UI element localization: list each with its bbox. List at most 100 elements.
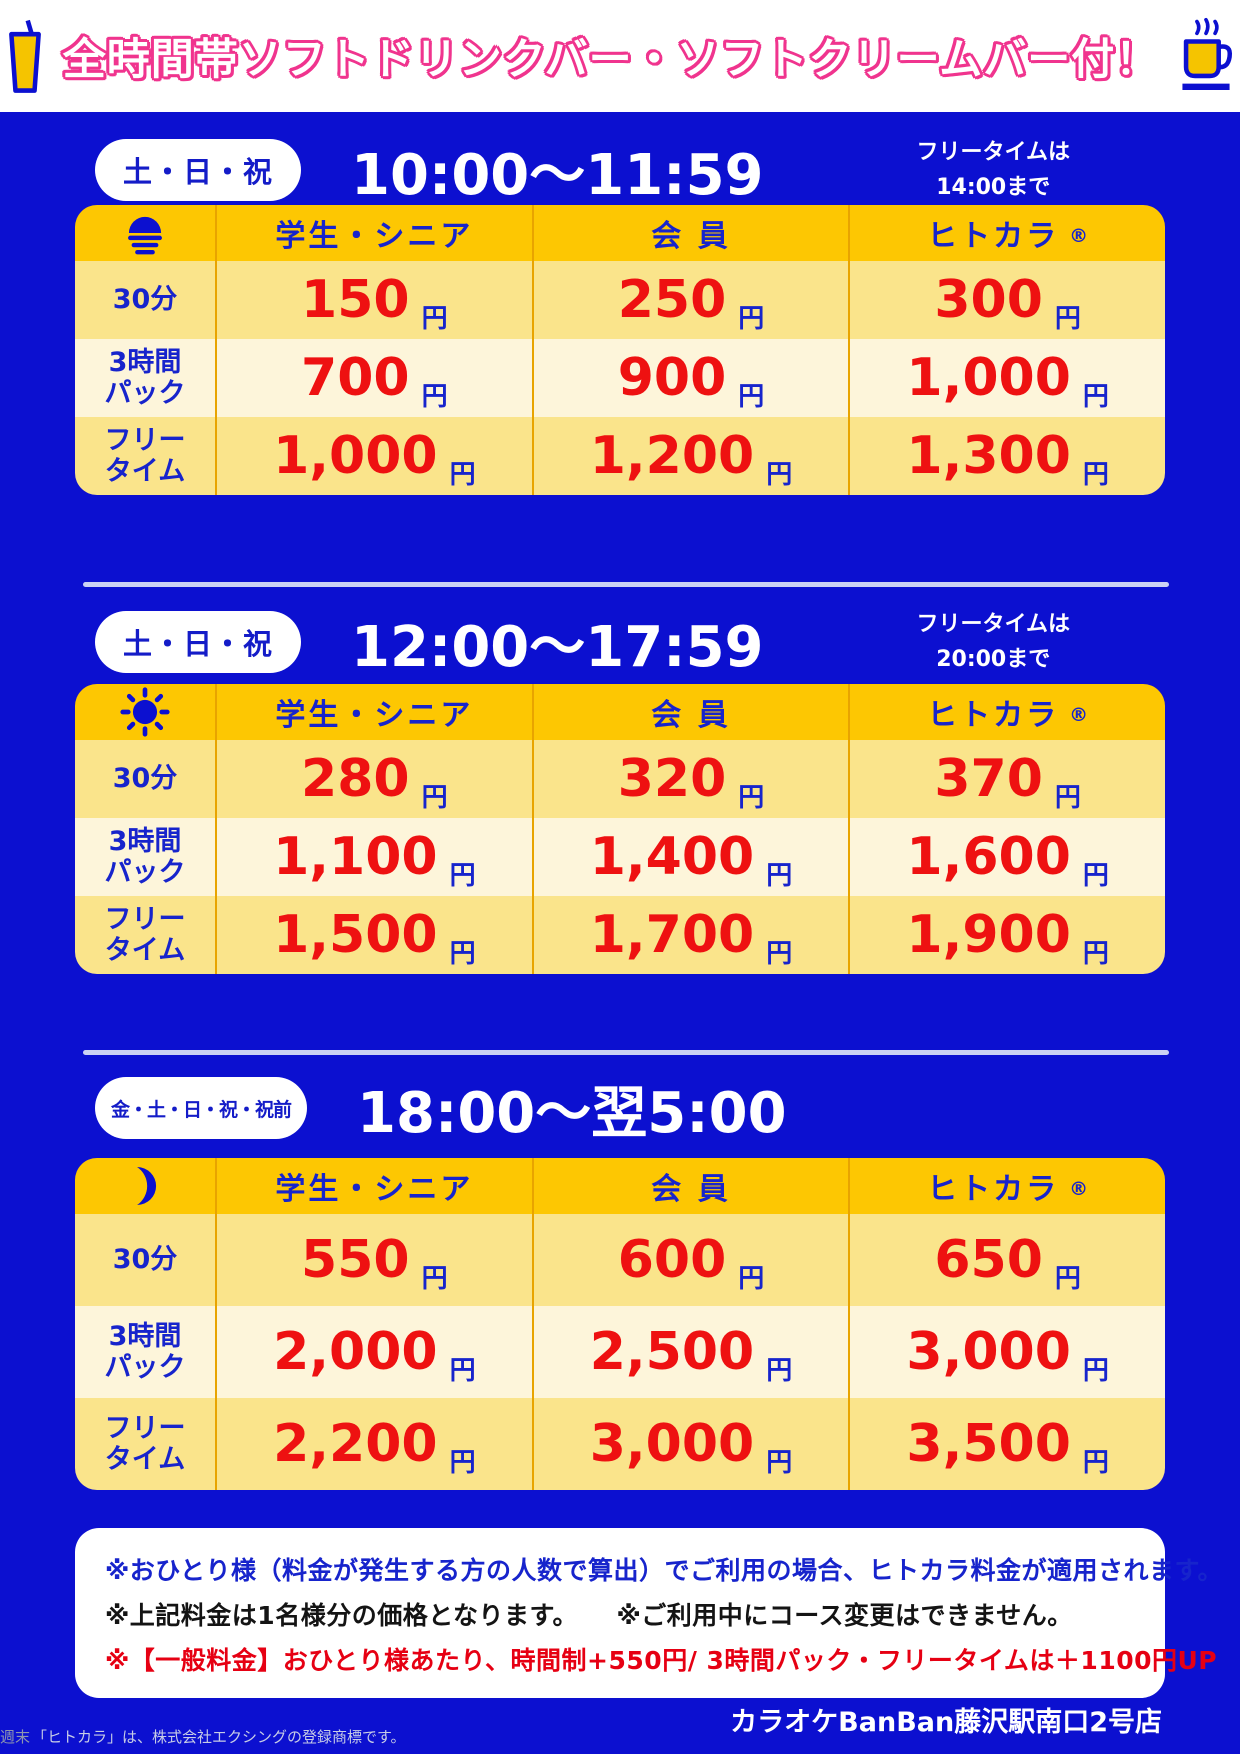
price-cell: 1,400 円 bbox=[531, 818, 849, 896]
yen-suffix: 円 bbox=[421, 381, 448, 412]
yen-suffix: 円 bbox=[738, 782, 765, 813]
price-row: 30分 550 円 600 円 650 円 bbox=[75, 1214, 1165, 1306]
yen-suffix: 円 bbox=[738, 381, 765, 412]
pricing-table-morning: 学生・シニア 会 員 ヒトカラ ® 30分 150 円 250 円 300 円 3時間… bbox=[75, 205, 1165, 495]
yen-suffix: 円 bbox=[1082, 1355, 1109, 1386]
column-header-label: ヒトカラ bbox=[927, 698, 1060, 733]
price-cell: 150 円 bbox=[215, 261, 532, 339]
yen-suffix: 円 bbox=[449, 860, 476, 891]
row-label: 3時間 パック bbox=[75, 1306, 215, 1398]
price-value: 1,500 bbox=[273, 905, 438, 965]
time-range: 10:00〜11:59 bbox=[351, 142, 764, 208]
column-header: ヒトカラ ® bbox=[848, 1158, 1165, 1214]
price-cell: 280 円 bbox=[215, 740, 532, 818]
row-label: 3時間 パック bbox=[75, 818, 215, 896]
registered-mark: ® bbox=[1069, 1178, 1089, 1200]
price-value: 280 bbox=[301, 749, 410, 809]
note-line: ※上記料金は1名様分の価格となります。 ※ご利用中にコース変更はできません。 bbox=[105, 1601, 1073, 1630]
store-name: カラオケBanBan藤沢駅南口2号店 bbox=[730, 1707, 1162, 1738]
price-cell: 1,000 円 bbox=[848, 339, 1165, 417]
time-icon-cell bbox=[75, 684, 215, 740]
column-header: 学生・シニア bbox=[215, 205, 532, 261]
column-header-label: ヒトカラ bbox=[927, 1172, 1060, 1207]
price-cell: 3,000 円 bbox=[531, 1398, 849, 1490]
row-label-line: フリー bbox=[104, 424, 186, 456]
yen-suffix: 円 bbox=[1054, 1263, 1081, 1294]
row-label: フリー タイム bbox=[75, 1398, 215, 1490]
top-banner: 全時間帯ソフトドリンクバー・ソフトクリームバー付！ bbox=[0, 0, 1240, 112]
price-cell: 250 円 bbox=[531, 261, 849, 339]
price-value: 900 bbox=[617, 348, 727, 408]
price-row: フリー タイム 1,000 円 1,200 円 1,300 円 bbox=[75, 417, 1165, 495]
price-cell: 650 円 bbox=[848, 1214, 1165, 1306]
poster-title: 全時間帯ソフトドリンクバー・ソフトクリームバー付！ bbox=[62, 35, 1160, 85]
price-value: 550 bbox=[301, 1230, 410, 1290]
yen-suffix: 円 bbox=[449, 938, 476, 969]
time-icon-cell bbox=[75, 1158, 215, 1214]
price-value: 2,500 bbox=[589, 1322, 755, 1382]
free-time-note: フリータイムは 14:00まで bbox=[916, 135, 1070, 205]
yen-suffix: 円 bbox=[449, 459, 476, 490]
row-label-line: タイム bbox=[104, 935, 186, 966]
row-label: フリー タイム bbox=[75, 896, 215, 974]
yen-suffix: 円 bbox=[1082, 938, 1109, 969]
yen-suffix: 円 bbox=[766, 1355, 793, 1386]
row-label-line: タイム bbox=[104, 456, 186, 487]
price-value: 600 bbox=[617, 1230, 727, 1290]
price-cell: 1,200 円 bbox=[531, 417, 849, 495]
days-badge: 土・日・祝 bbox=[95, 611, 301, 673]
drink-cup-icon bbox=[8, 19, 41, 93]
moon-icon bbox=[137, 1167, 157, 1205]
yen-suffix: 円 bbox=[1082, 860, 1109, 891]
price-cell: 1,100 円 bbox=[215, 818, 532, 896]
pricing-table-daytime: 学生・シニア 会 員 ヒトカラ ® 30分 280 円 320 円 370 円 3時間… bbox=[75, 684, 1165, 974]
yen-suffix: 円 bbox=[738, 303, 765, 334]
price-value: 300 bbox=[934, 270, 1043, 330]
price-cell: 1,000 円 bbox=[215, 417, 532, 495]
row-label-line: 3時間 bbox=[108, 1320, 182, 1352]
row-label-line: パック bbox=[104, 378, 186, 409]
section-divider bbox=[83, 582, 1169, 587]
row-label: フリー タイム bbox=[75, 417, 215, 495]
price-value: 320 bbox=[617, 749, 727, 809]
price-cell: 3,500 円 bbox=[848, 1398, 1165, 1490]
trademark-note: 「ヒトカラ」は、株式会社エクシングの登録商標です。 bbox=[32, 1728, 406, 1746]
price-cell: 300 円 bbox=[848, 261, 1165, 339]
price-value: 1,200 bbox=[589, 426, 755, 486]
row-label-line: 30分 bbox=[112, 1244, 178, 1276]
price-cell: 900 円 bbox=[531, 339, 849, 417]
yen-suffix: 円 bbox=[1082, 1447, 1109, 1478]
price-row: フリー タイム 1,500 円 1,700 円 1,900 円 bbox=[75, 896, 1165, 974]
note-line: ※【一般料金】おひとり様あたり、時間制+550円/ 3時間パック・フリータイムは… bbox=[105, 1646, 1218, 1675]
days-label: 土・日・祝 bbox=[122, 627, 273, 661]
price-cell: 2,500 円 bbox=[531, 1306, 849, 1398]
note-line: ※おひとり様（料金が発生する方の人数で算出）でご利用の場合、ヒトカラ料金が適用さ… bbox=[105, 1556, 1224, 1585]
price-value: 3,000 bbox=[906, 1322, 1071, 1382]
sun-icon bbox=[120, 687, 170, 737]
yen-suffix: 円 bbox=[766, 938, 793, 969]
price-cell: 2,200 円 bbox=[215, 1398, 532, 1490]
price-value: 1,100 bbox=[273, 827, 438, 887]
price-cell: 1,900 円 bbox=[848, 896, 1165, 974]
yen-suffix: 円 bbox=[449, 1355, 476, 1386]
yen-suffix: 円 bbox=[766, 860, 793, 891]
row-label: 30分 bbox=[75, 740, 215, 818]
price-value: 150 bbox=[301, 270, 410, 330]
section-header-night: 金・土・日・祝・祝前 18:00〜翌5:00 bbox=[95, 1076, 1165, 1146]
row-label: 30分 bbox=[75, 261, 215, 339]
row-label-line: タイム bbox=[104, 1444, 186, 1475]
free-time-note-line2: 14:00まで bbox=[936, 175, 1051, 200]
table-header-row: 学生・シニア 会 員 ヒトカラ ® bbox=[75, 205, 1165, 261]
price-value: 1,900 bbox=[906, 905, 1071, 965]
price-value: 250 bbox=[617, 270, 727, 330]
row-label: 3時間 パック bbox=[75, 339, 215, 417]
price-value: 370 bbox=[934, 749, 1043, 809]
section-divider bbox=[83, 1050, 1169, 1055]
yen-suffix: 円 bbox=[449, 1447, 476, 1478]
price-value: 1,300 bbox=[906, 426, 1071, 486]
price-row: 30分 280 円 320 円 370 円 bbox=[75, 740, 1165, 818]
price-row: 3時間 パック 1,100 円 1,400 円 1,600 円 bbox=[75, 818, 1165, 896]
yen-suffix: 円 bbox=[421, 303, 448, 334]
yen-suffix: 円 bbox=[421, 782, 448, 813]
column-header: 学生・シニア bbox=[215, 684, 532, 740]
